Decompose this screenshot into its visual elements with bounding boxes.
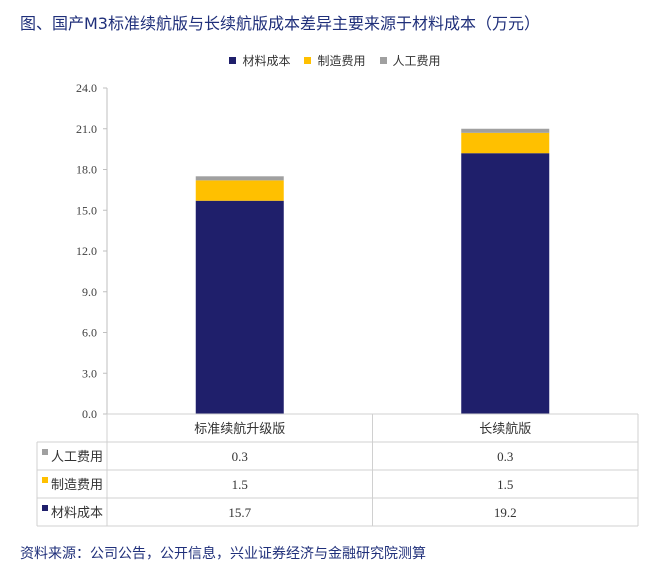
source-note: 资料来源：公司公告，公开信息，兴业证券经济与金融研究院测算 [20, 546, 426, 562]
bar-segment-labor [195, 176, 284, 181]
table-row-label: 制造费用 [51, 478, 103, 493]
legend-label-manufacturing: 制造费用 [317, 53, 366, 68]
table-cell-value: 19.2 [494, 505, 517, 520]
table-cell-value: 1.5 [497, 477, 513, 492]
chart-title: 图、国产M3标准续航版与长续航版成本差异主要来源于材料成本（万元） [20, 14, 540, 33]
legend-swatch-manufacturing [304, 56, 312, 64]
y-tick-label: 21.0 [76, 122, 97, 136]
bar-segment-labor [461, 128, 550, 133]
y-tick-label: 6.0 [82, 326, 97, 340]
table-row-label: 人工费用 [51, 450, 103, 465]
bar-segment-manufacturing [195, 180, 284, 201]
y-tick-label: 15.0 [76, 203, 97, 217]
table-row-key [42, 477, 48, 483]
y-tick-label: 12.0 [76, 244, 97, 258]
bar-segment-manufacturing [461, 132, 550, 154]
y-tick-label: 18.0 [76, 163, 97, 177]
legend-item-material: 材料成本 [229, 50, 290, 70]
table-row-label: 材料成本 [51, 506, 103, 521]
table-cell-value: 0.3 [232, 449, 248, 464]
table-row-key [42, 505, 48, 511]
legend-swatch-labor [379, 56, 387, 64]
y-tick-label: 24.0 [76, 81, 97, 95]
legend-item-labor: 人工费用 [379, 50, 441, 70]
y-tick-label: 0.0 [82, 407, 97, 421]
chart-legend: 材料成本 制造费用 人工费用 [0, 50, 670, 70]
legend-label-labor: 人工费用 [392, 53, 441, 68]
y-tick-label: 3.0 [82, 366, 97, 380]
table-cell-value: 1.5 [232, 477, 248, 492]
table-row-key [42, 449, 48, 455]
legend-swatch-material [229, 56, 237, 64]
table-cell-value: 15.7 [228, 505, 251, 520]
bar-segment-material [461, 153, 550, 414]
bar-segment-material [195, 200, 284, 414]
table-cell-value: 0.3 [497, 449, 513, 464]
category-label: 长续航版 [479, 421, 531, 437]
y-tick-label: 9.0 [82, 285, 97, 299]
legend-item-manufacturing: 制造费用 [304, 50, 366, 70]
stacked-bar-chart: 0.0 3.0 6.0 9.0 12.0 15.0 18.0 21.0 24.0 标准续航升级版… [36, 81, 639, 527]
category-label: 标准续航升级版 [194, 421, 285, 437]
legend-label-material: 材料成本 [242, 53, 291, 68]
